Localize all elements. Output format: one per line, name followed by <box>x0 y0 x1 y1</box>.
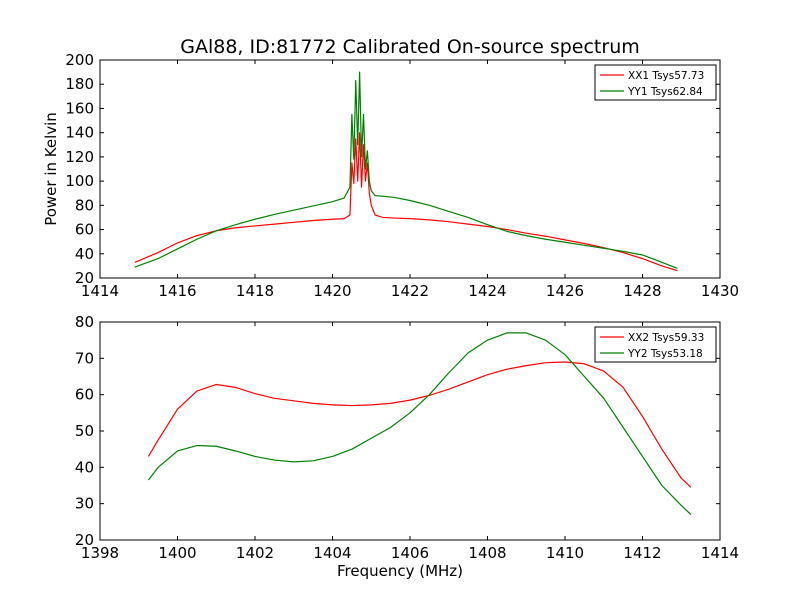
y-tick-label: 20 <box>75 531 94 549</box>
plot-area-1 <box>147 332 692 516</box>
x-tick-label: 1416 <box>158 282 196 300</box>
y-tick-label: 60 <box>75 221 94 239</box>
plot-area-0 <box>134 71 678 272</box>
top-panel: 1414 1416 1418 1420 1422 1424 1426 1428 1430 20 40… <box>42 51 739 300</box>
legend-entry-label: YY1 Tsys62.84 <box>627 86 703 98</box>
y-tick-label: 70 <box>75 349 94 367</box>
y-tick-label: 160 <box>65 99 94 117</box>
legend-box <box>594 326 717 363</box>
y-tick-label: 100 <box>65 172 94 190</box>
x-tick-label: 1400 <box>158 544 196 562</box>
x-tick-label: 1418 <box>236 282 274 300</box>
x-axis-label: Frequency (MHz) <box>337 562 463 580</box>
legend-entry-label: XX1 Tsys57.73 <box>628 70 704 82</box>
y-tick-label: 120 <box>65 148 94 166</box>
figure-title: GAl88, ID:81772 Calibrated On-source spe… <box>180 36 640 58</box>
legend-1: XX2 Tsys59.33 YY2 Tsys53.18 <box>594 326 717 363</box>
legend-entry-label: YY2 Tsys53.18 <box>627 348 703 360</box>
x-tick-label: 1406 <box>391 544 429 562</box>
y-tick-label: 80 <box>75 313 94 331</box>
x-tick-label: 1412 <box>623 544 661 562</box>
series-line-yy1 <box>134 71 678 269</box>
y-tick-label: 180 <box>65 75 94 93</box>
x-tick-label: 1408 <box>468 544 506 562</box>
x-tick-label: 1420 <box>313 282 351 300</box>
x-tick-label: 1428 <box>623 282 661 300</box>
y-tick-label: 20 <box>75 269 94 287</box>
x-tick-label: 1410 <box>546 544 584 562</box>
y-tick-label: 200 <box>65 51 94 69</box>
x-tick-label: 1404 <box>313 544 351 562</box>
x-tick-label: 1424 <box>468 282 506 300</box>
bottom-panel: 1398 1400 1402 1404 1406 1408 1410 1412 1414 20 30… <box>75 313 739 580</box>
legend-box <box>594 64 717 101</box>
y-tick-label: 40 <box>75 245 94 263</box>
y-tick-label: 80 <box>75 196 94 214</box>
x-tick-label: 1414 <box>701 544 739 562</box>
y-axis-label: Power in Kelvin <box>42 112 60 226</box>
legend-entry-label: XX2 Tsys59.33 <box>628 332 704 344</box>
y-tick-label: 140 <box>65 124 94 142</box>
legend-0: XX1 Tsys57.73 YY1 Tsys62.84 <box>594 64 717 101</box>
x-tick-label: 1402 <box>236 544 274 562</box>
series-line-xx2 <box>147 361 692 488</box>
x-tick-label: 1414 <box>81 282 119 300</box>
y-tick-label: 60 <box>75 386 94 404</box>
x-tick-label: 1426 <box>546 282 584 300</box>
x-tick-label: 1422 <box>391 282 429 300</box>
series-line-xx1 <box>134 132 678 272</box>
y-tick-label: 30 <box>75 495 94 513</box>
x-tick-label: 1398 <box>81 544 119 562</box>
y-tick-label: 50 <box>75 422 94 440</box>
series-line-yy2 <box>147 332 692 516</box>
y-tick-label: 40 <box>75 458 94 476</box>
x-tick-label: 1430 <box>701 282 739 300</box>
